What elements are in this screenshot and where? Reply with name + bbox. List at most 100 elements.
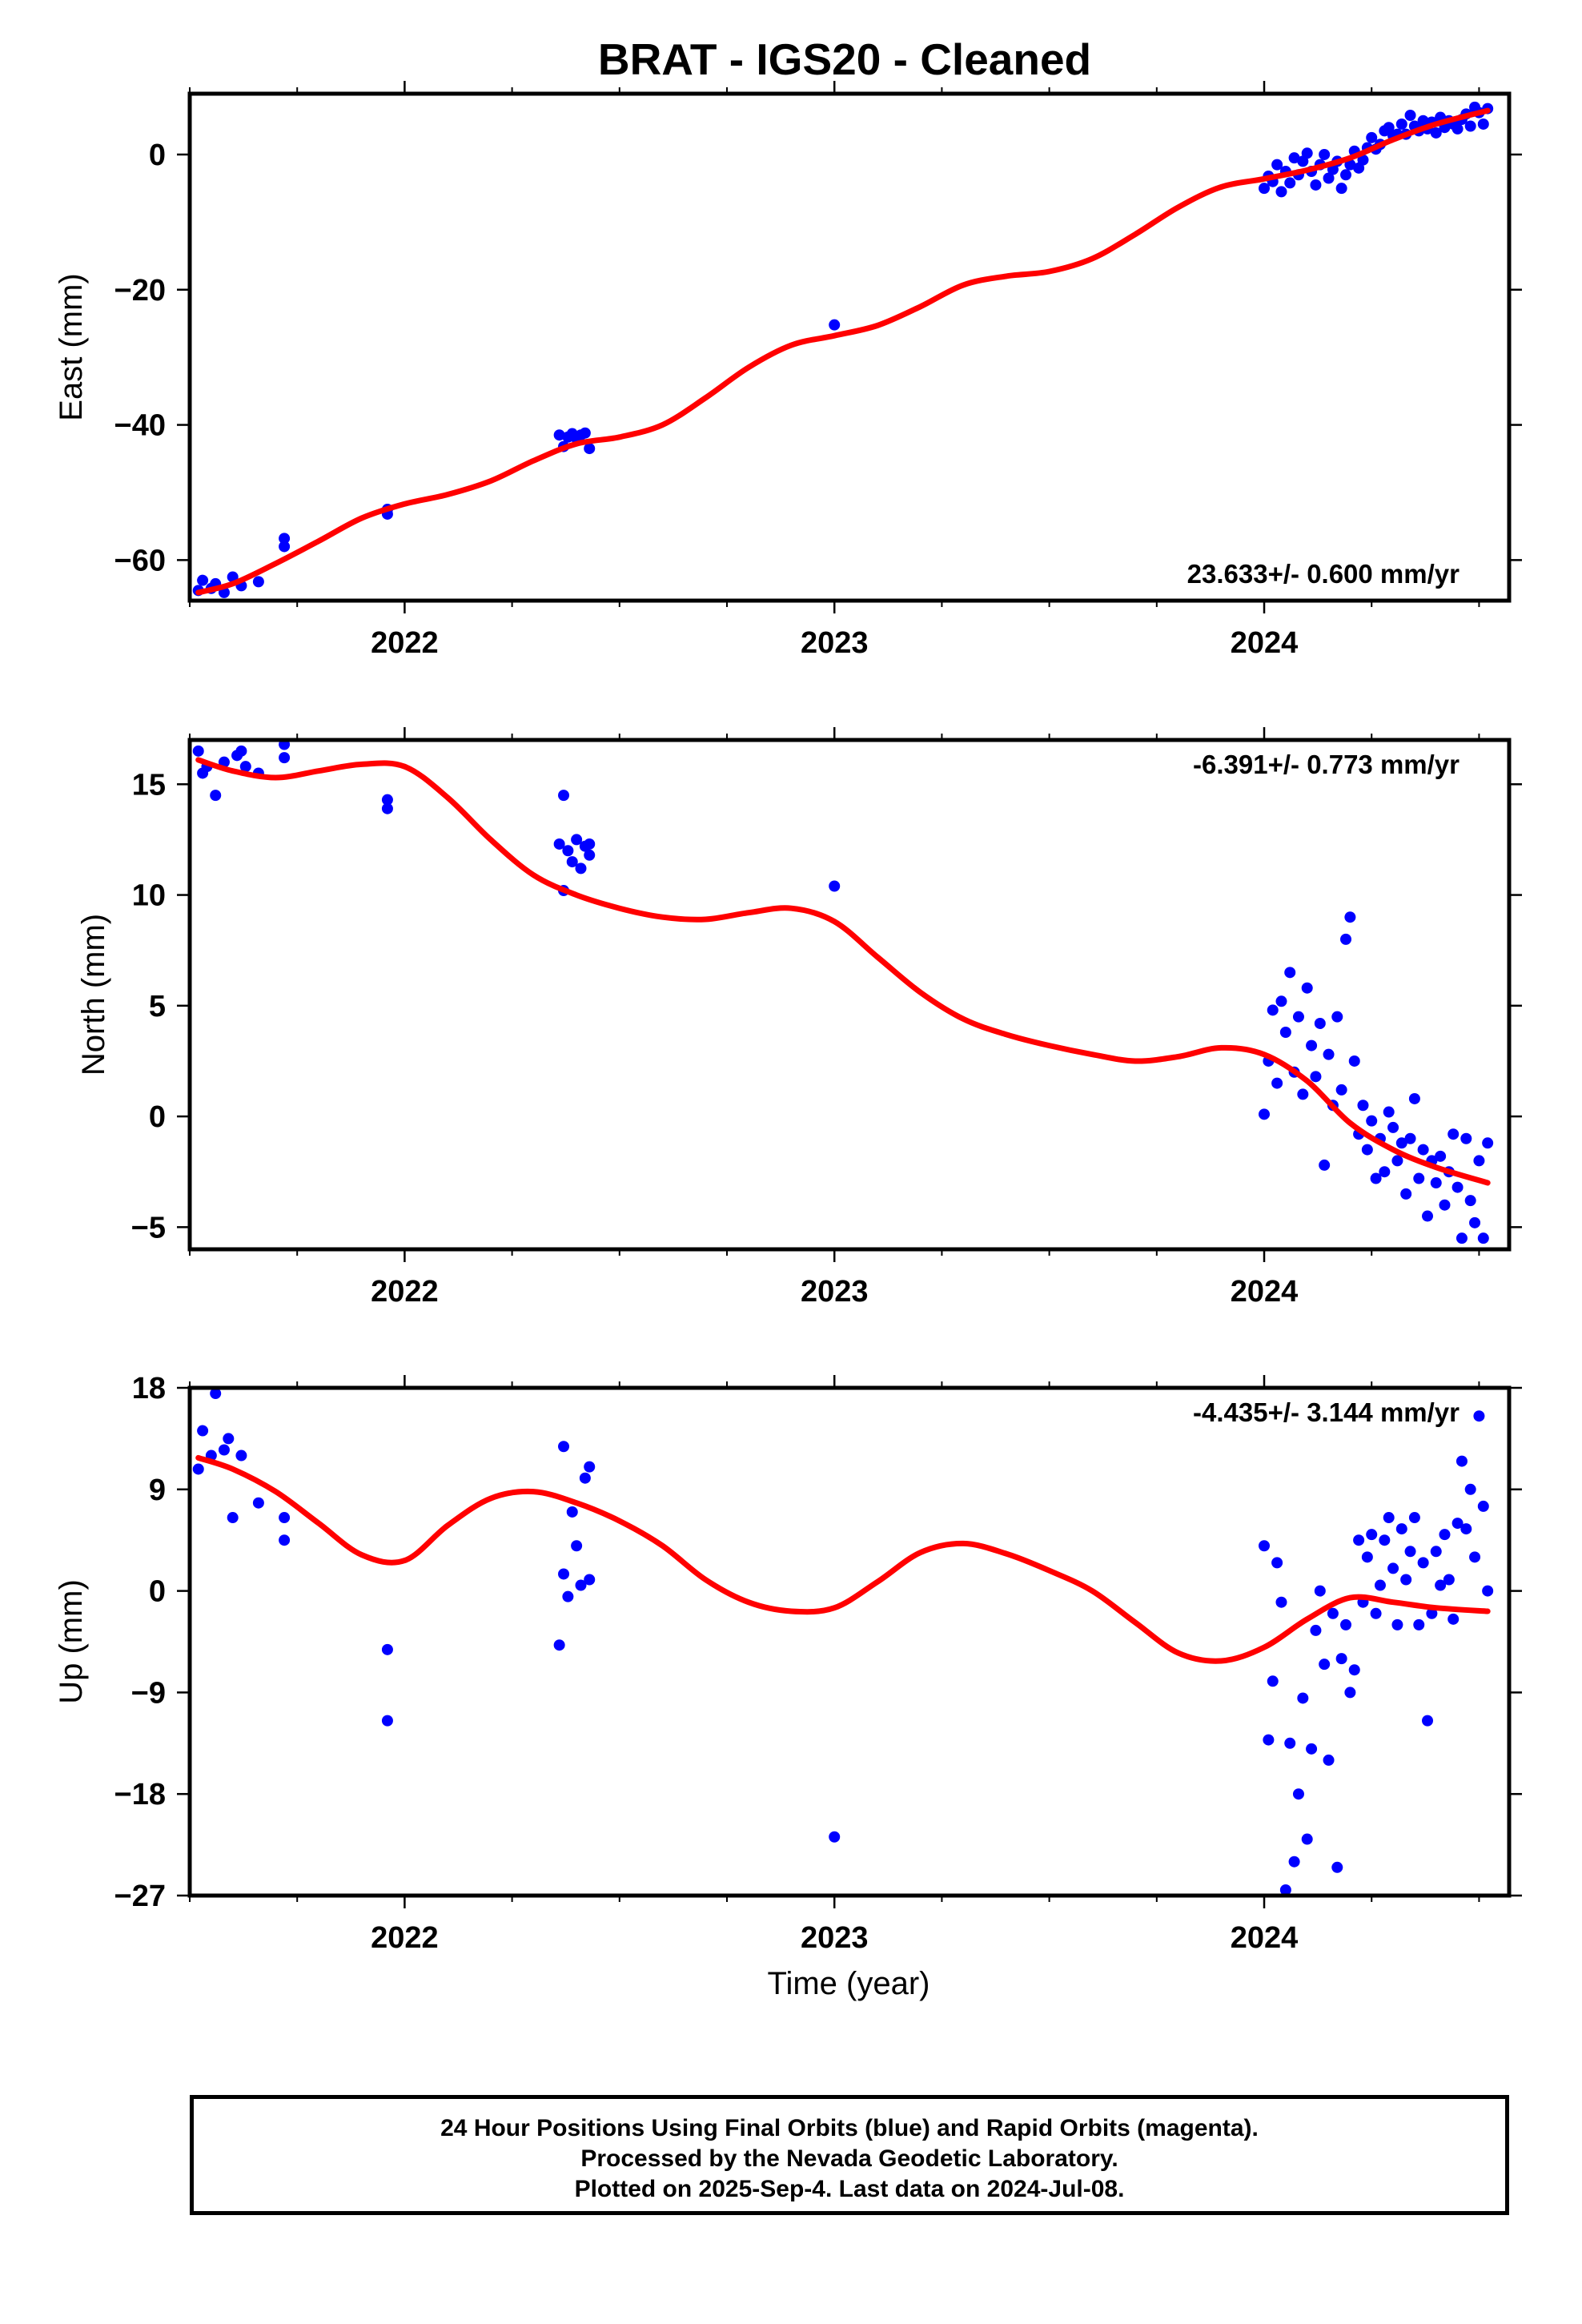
panel-3-data-point <box>279 1534 291 1546</box>
panel-2-data-point <box>279 740 291 750</box>
panel-2-data-point <box>1430 1177 1442 1189</box>
panel-1-data-point <box>1340 169 1352 181</box>
panel-1-data-point <box>1404 110 1416 122</box>
panel-3-y-tick-label: 18 <box>132 1372 166 1405</box>
chart-title: BRAT - IGS20 - Cleaned <box>597 34 1092 84</box>
panel-2-data-point <box>1344 911 1356 923</box>
panel-1-rate-label: 23.633+/- 0.600 mm/yr <box>1187 559 1460 589</box>
panel-2-x-tick-label: 2022 <box>371 1275 439 1309</box>
panel-3-data-point <box>1464 1483 1476 1495</box>
panel-1-y-tick-label: −60 <box>114 544 166 577</box>
panel-3-data-point <box>1395 1523 1407 1535</box>
panel-2-data-point <box>1391 1155 1403 1167</box>
panel-3-data-point <box>1331 1861 1343 1873</box>
panel-3-data-point <box>1259 1540 1271 1552</box>
panel-2-data-point <box>566 856 578 868</box>
panel-3-data-point <box>227 1512 239 1524</box>
panel-1-x-tick-label: 2022 <box>371 626 439 660</box>
panel-2-data-point <box>1292 1011 1304 1023</box>
panel-2-data-point <box>1456 1232 1468 1244</box>
panel-1-data-point <box>1357 154 1369 166</box>
panel-1-data-point <box>1310 179 1322 191</box>
panel-2-data-point <box>1301 982 1313 994</box>
panel-2-data-point <box>1395 1137 1407 1149</box>
panel-2-data-point <box>1422 1210 1434 1222</box>
plots-canvas: 2022 2023 2024 −60 −40 −20 0 East (mm) 23.633+/-… <box>54 81 1522 2001</box>
panel-3-data-point <box>1477 1500 1489 1512</box>
panel-1-data-point <box>1477 118 1489 130</box>
panel-2-data-point <box>1477 1232 1489 1244</box>
panel-2-data-point <box>1319 1159 1331 1171</box>
panel-3-data-point <box>1263 1734 1275 1746</box>
panel-3-data-point <box>1335 1653 1347 1665</box>
panel-3-data-point <box>584 1461 596 1473</box>
panel-2-data-point <box>829 880 841 892</box>
panel-1-data-point <box>584 443 596 455</box>
panel-3-data-point <box>1482 1585 1494 1597</box>
panel-3-data-point <box>279 1512 291 1524</box>
panel-3-data-point <box>1319 1659 1331 1671</box>
panel-3-data-point <box>1275 1596 1287 1608</box>
panel-2-x-tick-label: 2024 <box>1231 1275 1299 1309</box>
panel-3-data-point <box>1361 1551 1373 1563</box>
panel-3-data-point <box>1404 1546 1416 1558</box>
footer-line-1: 24 Hour Positions Using Final Orbits (bl… <box>440 2115 1259 2141</box>
panel-1-data-point <box>252 576 264 588</box>
panel-3-data-point <box>558 1441 570 1453</box>
panel-2-x-tick-label: 2023 <box>801 1275 869 1309</box>
panel-1-y-tick-label: 0 <box>149 139 166 172</box>
panel-1-y-axis-label: East (mm) <box>54 273 89 420</box>
panel-3-data-point <box>1314 1585 1326 1597</box>
panel-1-data-point <box>1259 183 1271 195</box>
panel-3-data-point <box>1323 1754 1335 1766</box>
panel-3-data-point <box>1460 1523 1472 1535</box>
panel-2-data-point <box>1370 1172 1382 1184</box>
panel-2-data-point <box>1323 1048 1335 1060</box>
panel-1-data-point <box>1323 172 1335 184</box>
panel-3-data-point <box>1452 1518 1464 1530</box>
panel-2-data-point <box>1408 1092 1420 1104</box>
panel-3-data-point <box>223 1433 235 1445</box>
panel-2-data-point <box>1348 1055 1360 1067</box>
panel-3-data-point <box>1430 1546 1442 1558</box>
panel-1-data-point <box>197 574 209 586</box>
panel-1-data-point <box>1335 183 1347 195</box>
panel-3-x-tick-label: 2022 <box>371 1921 439 1955</box>
panel-2-fit-curve <box>195 757 1491 1186</box>
panel-1-data-point <box>579 427 591 439</box>
panel-3-data-point <box>1279 1884 1291 1896</box>
panel-2-data-point <box>1306 1039 1318 1051</box>
panel-3-x-tick-label: 2024 <box>1231 1921 1299 1955</box>
panel-2-data-point <box>553 838 565 850</box>
panel-2-data-point <box>575 862 587 875</box>
footer-line-3: Plotted on 2025-Sep-4. Last data on 2024… <box>574 2176 1125 2202</box>
panel-2-rate-label: -6.391+/- 0.773 mm/yr <box>1193 750 1460 779</box>
panel-3-data-point <box>1344 1687 1356 1699</box>
panel-3-data-point <box>584 1574 596 1586</box>
panel-1-data-point <box>1464 120 1476 132</box>
panel-3-data-point <box>1400 1574 1412 1586</box>
panel-3-data-point <box>1310 1624 1322 1636</box>
panel-3-data-point <box>1348 1664 1360 1676</box>
panel-3-data-point <box>235 1449 247 1462</box>
panel-2-data-point <box>235 745 247 757</box>
panel-2-data-point <box>381 802 393 814</box>
panel-3-data-point <box>1374 1579 1386 1591</box>
panel-3-data-point <box>197 1425 209 1437</box>
panel-2-data-point <box>1279 1027 1291 1039</box>
panel-1-data-point <box>1301 147 1313 159</box>
panel-3-data-point <box>579 1472 591 1484</box>
panel-1-frame <box>187 91 1512 603</box>
panel-1-data-point <box>1395 118 1407 130</box>
panel-3-data-point <box>210 1388 222 1400</box>
panel-3-data-point <box>1447 1613 1460 1625</box>
panel-3-data-point <box>252 1497 264 1509</box>
panel-2-data-point <box>1413 1172 1425 1184</box>
panel-1-data-point <box>1366 131 1378 143</box>
panel-3-data-point <box>575 1579 587 1591</box>
panel-3-data-point <box>1267 1675 1279 1687</box>
panel-2-data-point <box>1331 1011 1343 1023</box>
panel-2-y-tick-label: 5 <box>149 990 166 1023</box>
panel-3-data-point <box>1417 1557 1429 1569</box>
panel-3-data-point <box>381 1715 393 1727</box>
